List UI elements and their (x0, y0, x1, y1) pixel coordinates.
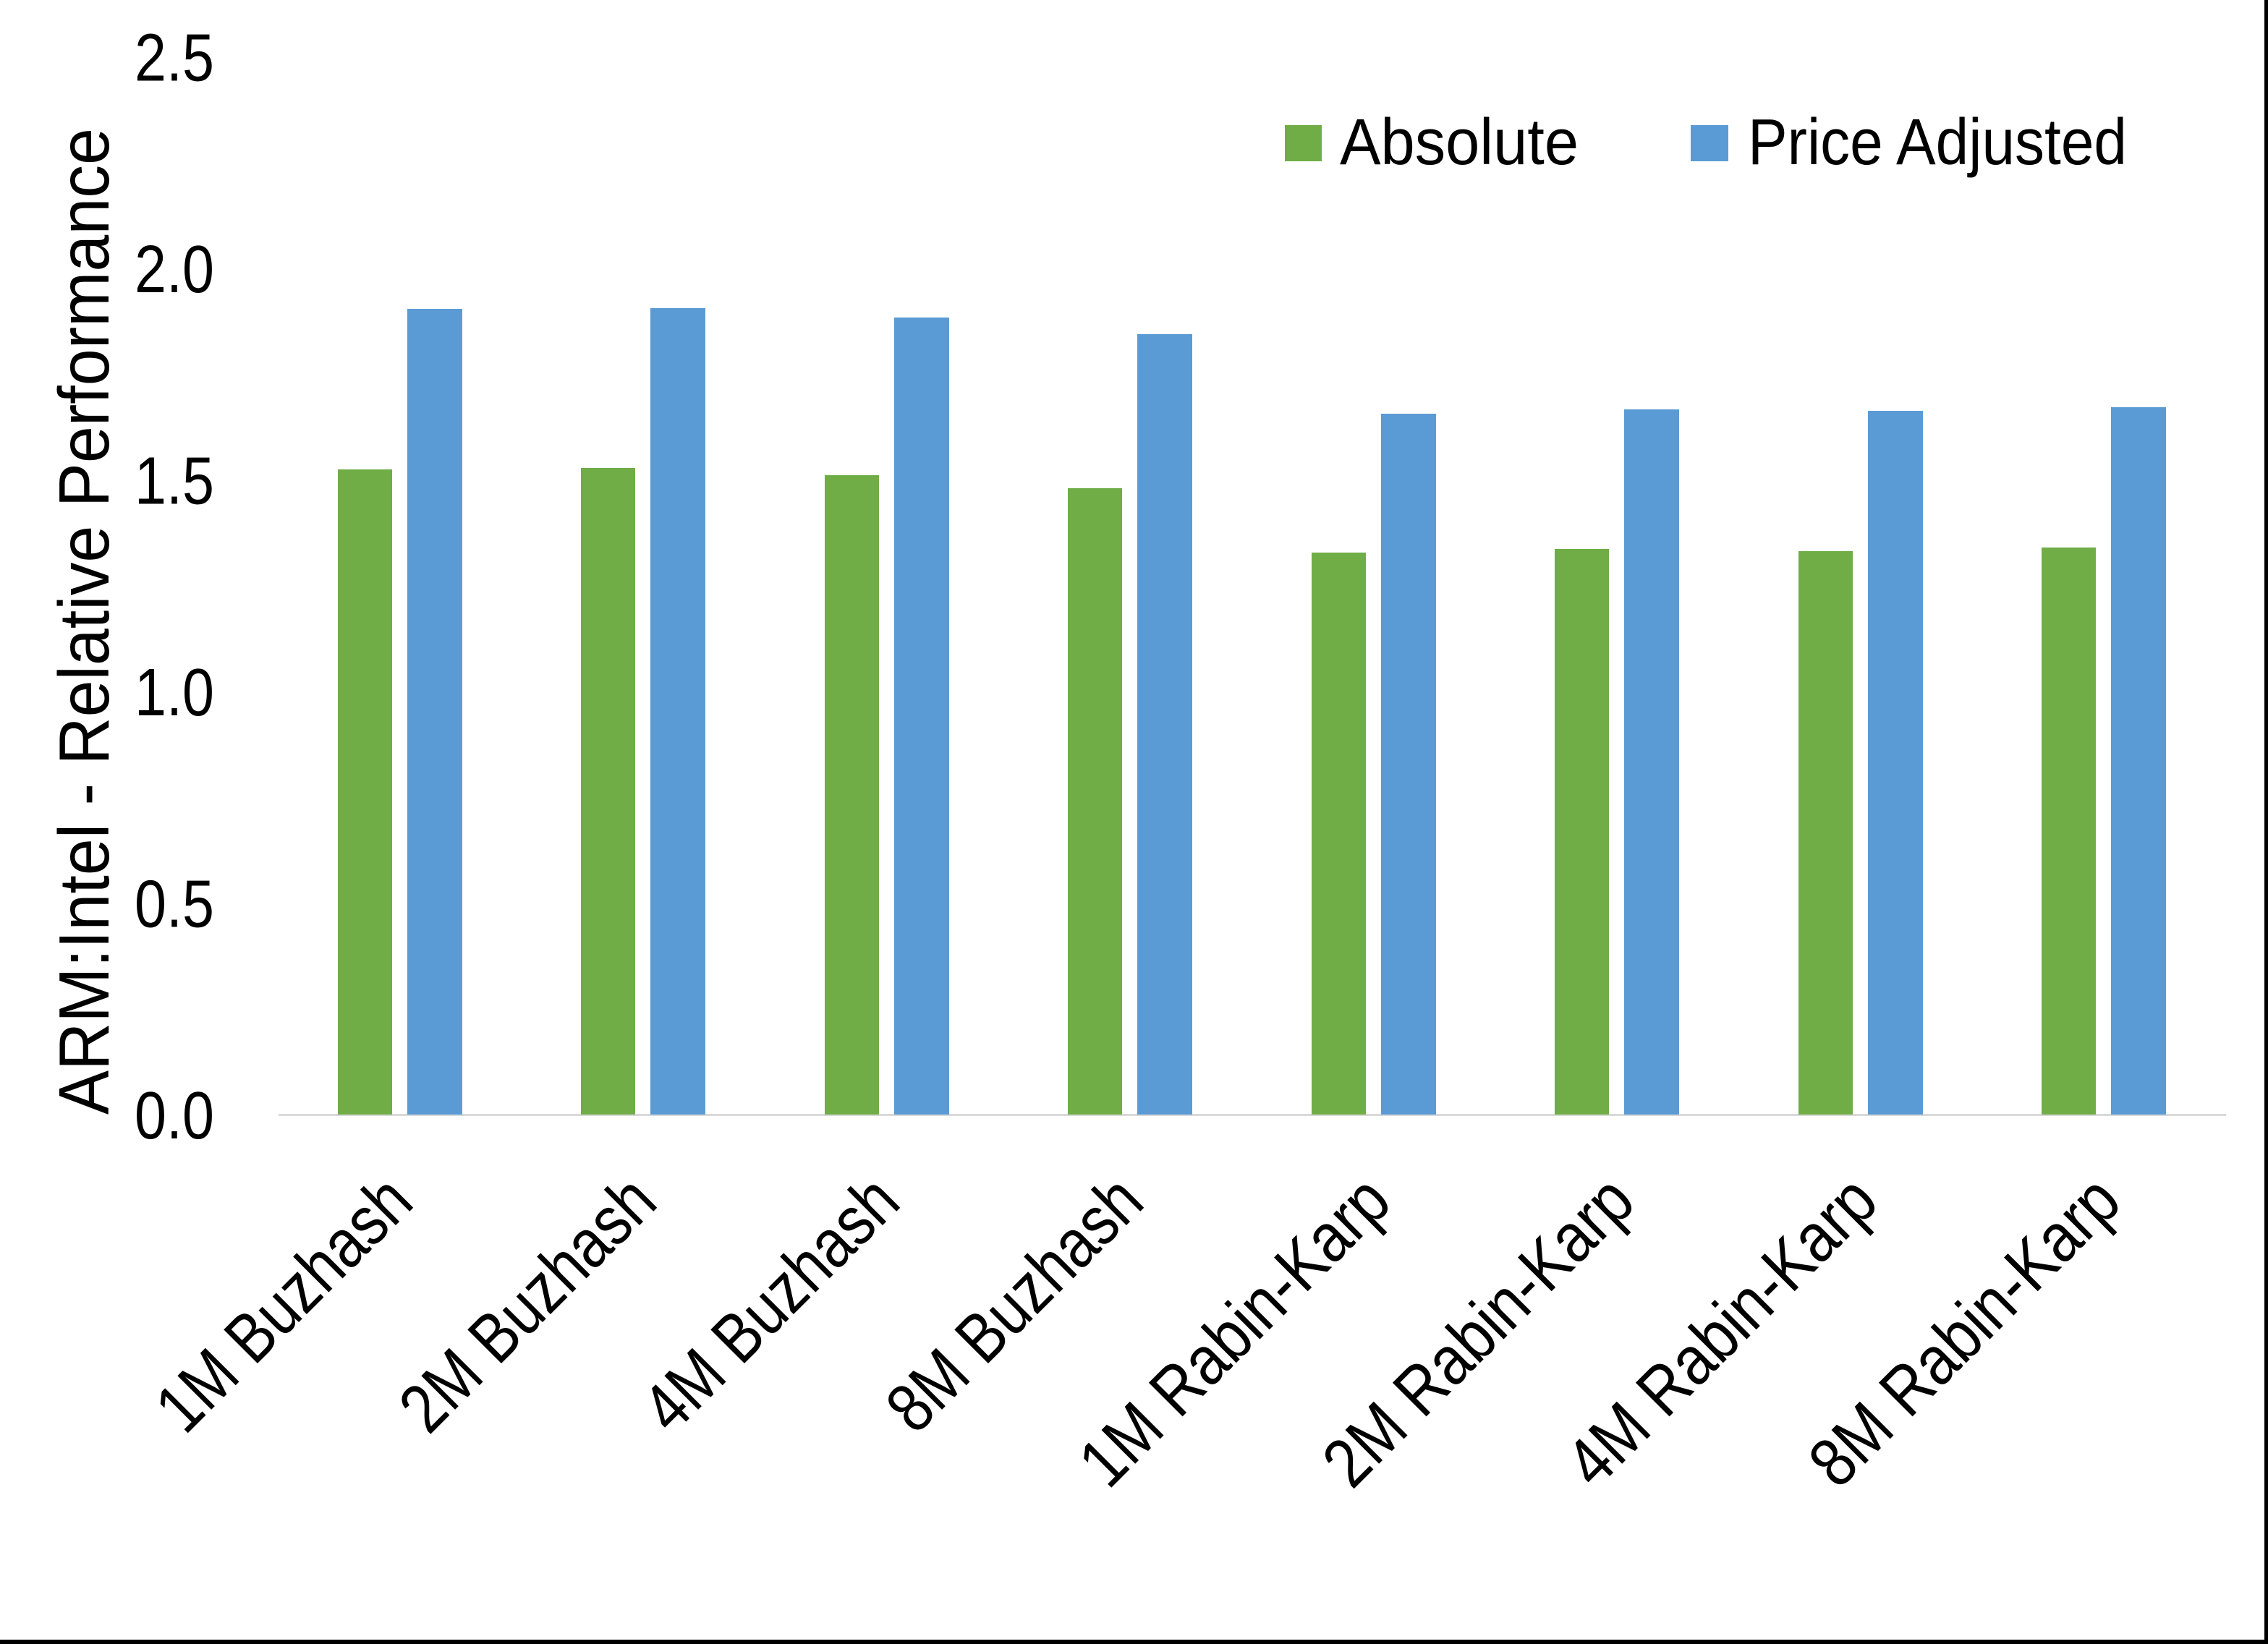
svg-text:ARM:Intel - Relative Performan: ARM:Intel - Relative Performance (44, 128, 124, 1115)
svg-text:0.0: 0.0 (135, 1078, 214, 1153)
svg-text:Absolute: Absolute (1340, 106, 1579, 179)
svg-text:2.0: 2.0 (135, 231, 214, 307)
svg-text:Price Adjusted: Price Adjusted (1748, 106, 2127, 179)
svg-text:2.5: 2.5 (135, 20, 214, 95)
svg-text:1.0: 1.0 (135, 655, 214, 730)
svg-text:0.5: 0.5 (135, 866, 214, 942)
svg-text:1.5: 1.5 (135, 443, 214, 519)
